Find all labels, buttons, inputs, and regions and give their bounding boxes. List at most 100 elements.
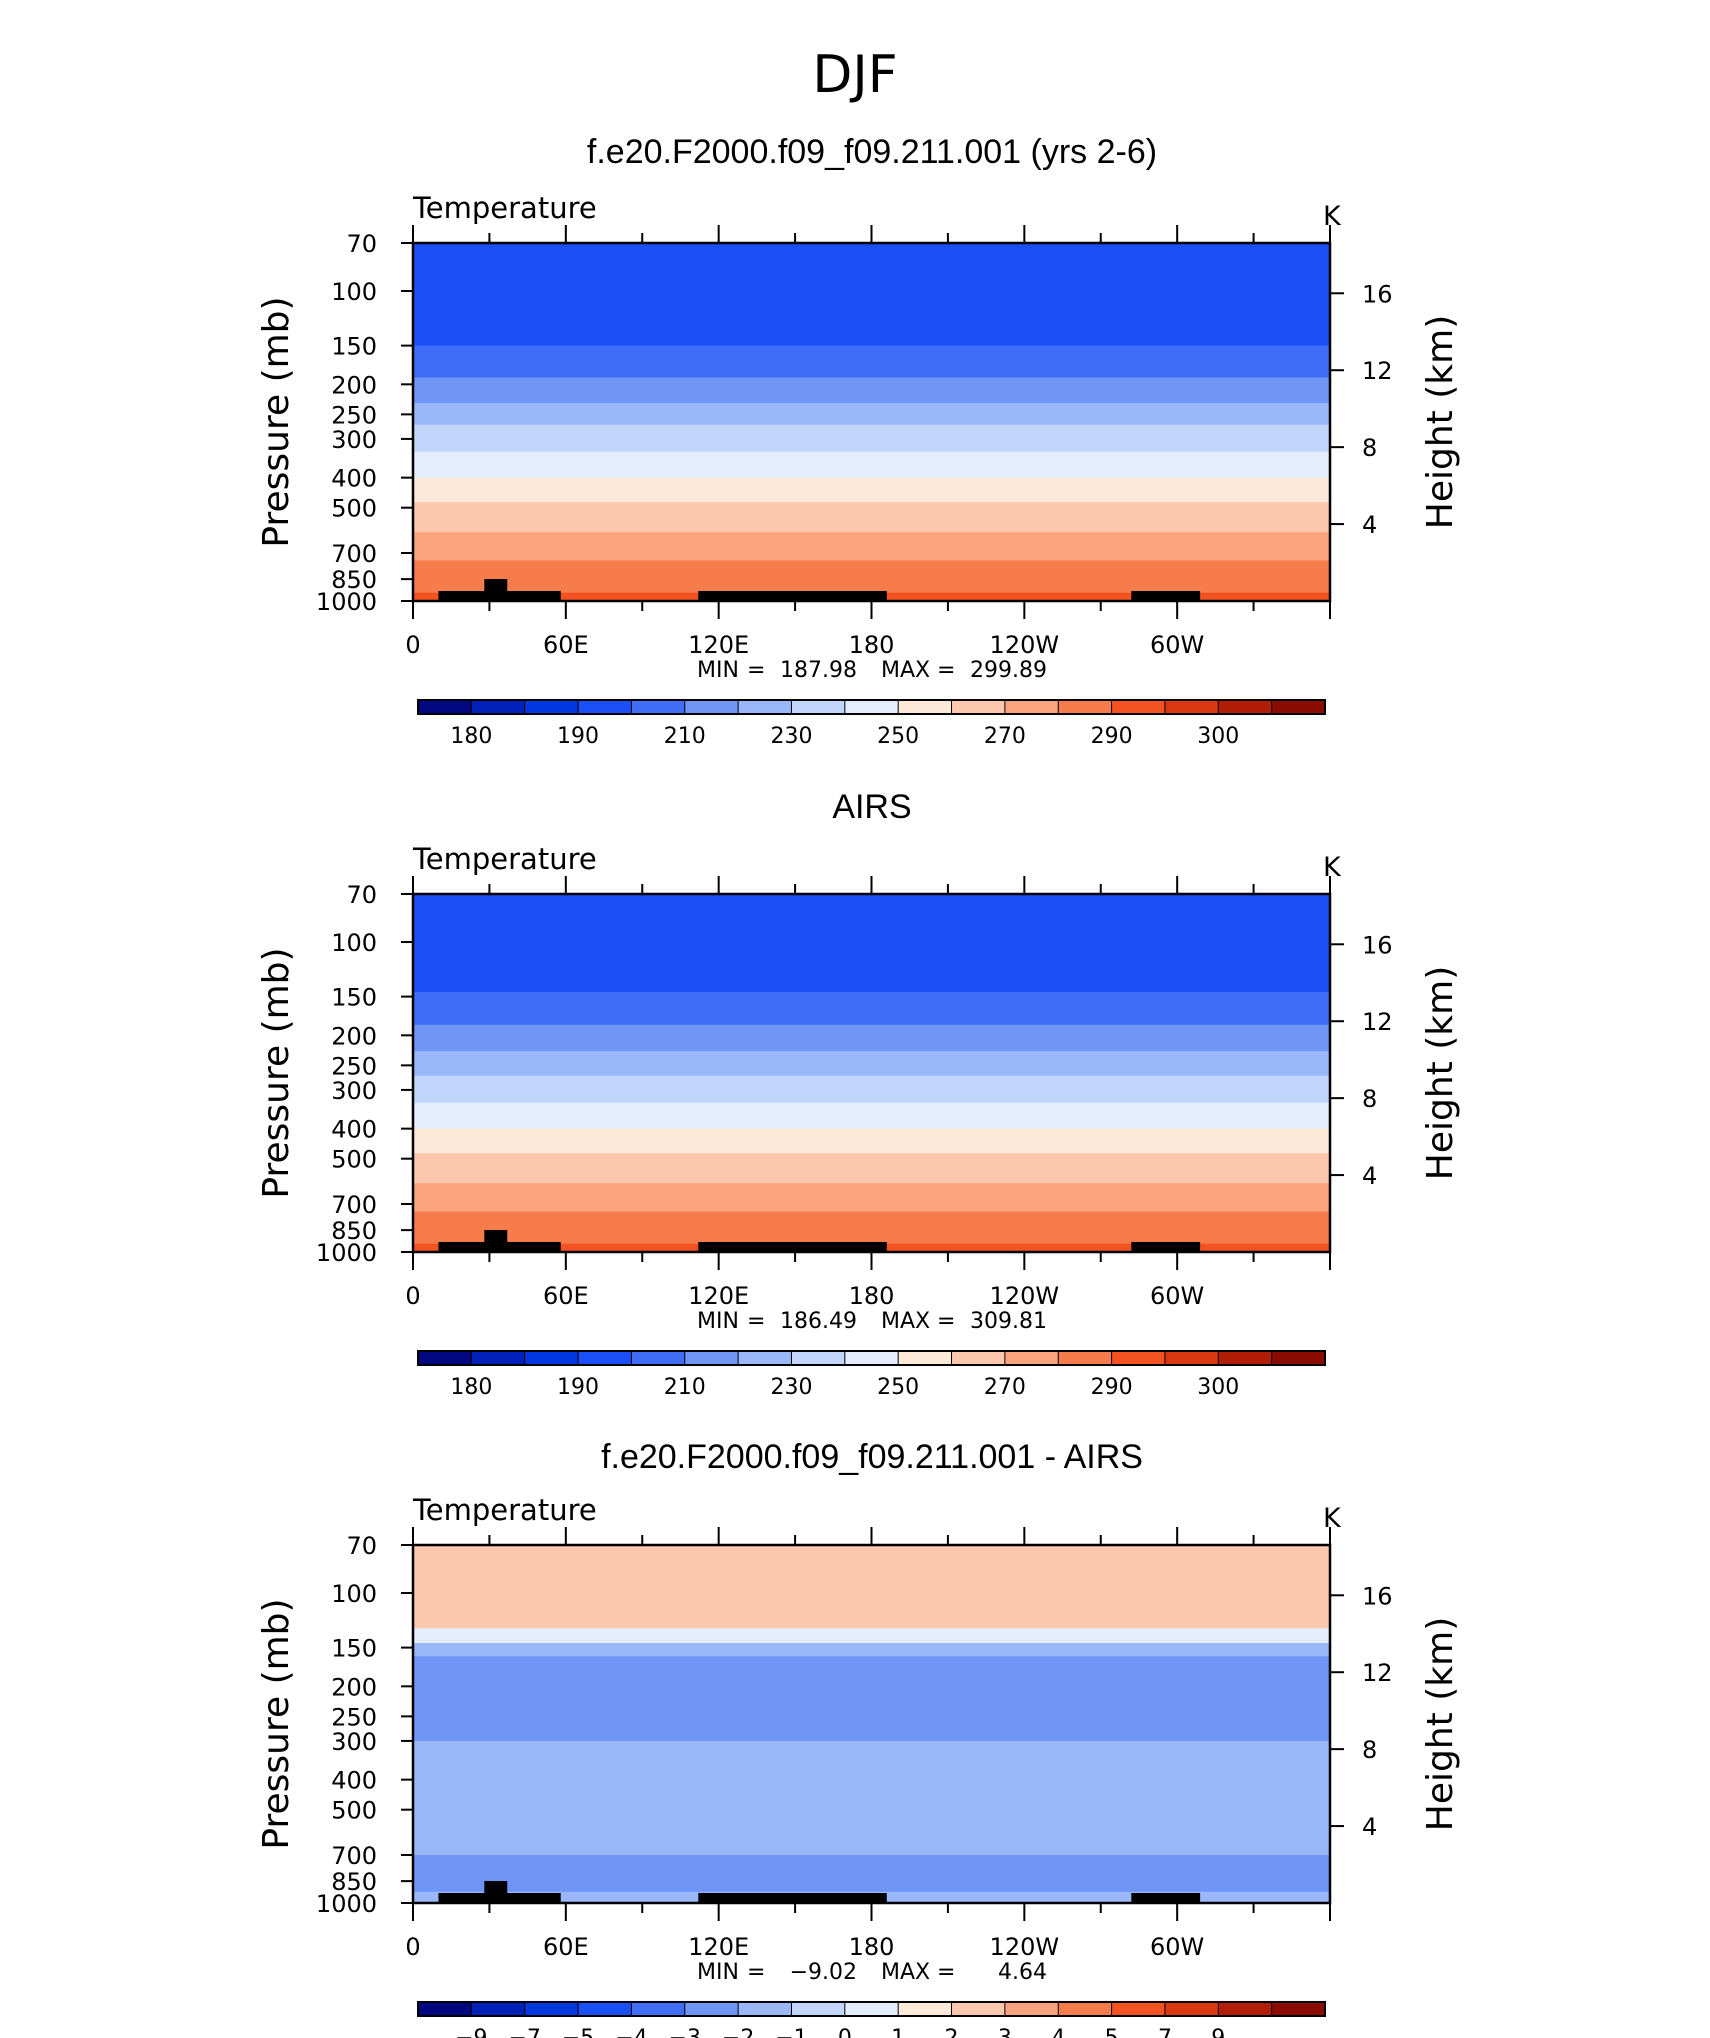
y-tick-label: 100: [331, 278, 377, 306]
colorbar-swatch: [1057, 699, 1113, 715]
contour-band: [413, 403, 1330, 426]
colorbar-swatch: [1217, 699, 1273, 715]
max-label: MAX: [881, 658, 930, 683]
colorbar-swatch: [1271, 2001, 1326, 2017]
min-label: MIN: [697, 1309, 739, 1334]
colorbar-swatch: [577, 699, 633, 715]
colorbar-swatch: [1164, 1350, 1220, 1366]
units-label: K: [1323, 1503, 1342, 1534]
colorbar-swatch: [1004, 1350, 1060, 1366]
colorbar-swatch: [1057, 2001, 1113, 2017]
x-tick-label: 60E: [543, 1282, 589, 1310]
colorbar-swatch: [897, 699, 953, 715]
y-tick-label: 300: [331, 426, 377, 454]
y-axis-label: Pressure (mb): [256, 296, 297, 547]
colorbar-swatch: [897, 2001, 953, 2017]
colorbar-label: −9: [455, 2026, 487, 2038]
y-tick-label: 700: [331, 540, 377, 568]
x-tick-label: 120W: [990, 1282, 1060, 1310]
contour-band: [413, 1102, 1330, 1130]
x-tick-label: 180: [849, 631, 895, 659]
y-tick-label: 850: [331, 566, 377, 594]
contour-band: [413, 532, 1330, 562]
y-tick-label: 200: [331, 1673, 377, 1701]
y-tick-label: 100: [331, 929, 377, 957]
y-tick-label: 150: [331, 984, 377, 1012]
y-tick-label: 200: [331, 371, 377, 399]
contour-band: [413, 1128, 1330, 1154]
colorbar-label: −7: [508, 2026, 540, 2038]
colorbar-swatch: [844, 1350, 899, 1366]
colorbar-swatch: [470, 1350, 526, 1366]
contour-band: [413, 1051, 1330, 1077]
y-tick-label: 150: [331, 1635, 377, 1663]
min-eq: =: [747, 1309, 765, 1334]
y-tick-label: 500: [331, 495, 377, 523]
y-axis-label: Pressure (mb): [256, 947, 297, 1198]
colorbar-label: 0: [838, 2026, 852, 2038]
colorbar-swatch: [1271, 699, 1326, 715]
panel-title: AIRS: [832, 788, 911, 826]
y2-tick-label: 4: [1362, 1162, 1377, 1190]
y2-tick-label: 12: [1362, 1008, 1393, 1036]
colorbar-label: −3: [669, 2026, 701, 2038]
terrain-mask: [1131, 1242, 1201, 1252]
terrain-mask: [484, 579, 508, 601]
x-tick-label: 60E: [543, 1933, 589, 1961]
colorbar-frame: [417, 2001, 1326, 2017]
colorbar-label: 9: [1211, 2026, 1225, 2038]
max-label: MAX: [881, 1309, 930, 1334]
contour-band: [413, 451, 1330, 479]
y-tick-label: 1000: [316, 1239, 377, 1267]
colorbar-swatch: [1004, 2001, 1060, 2017]
terrain-mask: [484, 1881, 508, 1903]
y-tick-label: 1000: [316, 588, 377, 616]
y-tick-label: 500: [331, 1797, 377, 1825]
x-tick-label: 60W: [1150, 1933, 1204, 1961]
colorbar-swatch: [1164, 2001, 1220, 2017]
colorbar-label: −2: [722, 2026, 754, 2038]
contour-band: [413, 243, 1330, 347]
y-tick-label: 700: [331, 1191, 377, 1219]
colorbar-swatch: [737, 1350, 793, 1366]
colorbar-swatch: [1164, 699, 1220, 715]
colorbar-swatch: [470, 2001, 526, 2017]
colorbar-label: 7: [1158, 2026, 1172, 2038]
x-tick-label: 180: [849, 1933, 895, 1961]
contour-band: [413, 1211, 1330, 1245]
terrain-mask: [1131, 591, 1201, 601]
colorbar-label: 180: [450, 1375, 492, 1400]
max-eq: =: [937, 658, 955, 683]
y-tick-label: 700: [331, 1842, 377, 1870]
y-tick-label: 850: [331, 1217, 377, 1245]
colorbar-swatch: [417, 1350, 473, 1366]
x-tick-label: 60W: [1150, 1282, 1204, 1310]
x-tick-label: 0: [405, 1933, 420, 1961]
min-eq: =: [747, 1960, 765, 1985]
x-tick-label: 120E: [688, 631, 749, 659]
plot-area: [413, 894, 1330, 1252]
colorbar-swatch: [1217, 2001, 1273, 2017]
y2-tick-label: 4: [1362, 1813, 1377, 1841]
min-label: MIN: [697, 1960, 739, 1985]
plot-area: [413, 1545, 1330, 1903]
panel-3: f.e20.F2000.f09_f09.211.001 - AIRSTemper…: [256, 1438, 1461, 2038]
colorbar-label: 300: [1197, 1375, 1239, 1400]
y-tick-label: 70: [346, 881, 377, 909]
colorbar-swatch: [684, 699, 739, 715]
contour-band: [413, 1545, 1330, 1629]
colorbar-swatch: [684, 1350, 739, 1366]
contour-band: [413, 424, 1330, 453]
min-value: −9.02: [790, 1960, 857, 1985]
terrain-mask: [1131, 1893, 1201, 1903]
max-eq: =: [937, 1960, 955, 1985]
contour-band: [413, 1024, 1330, 1052]
y2-tick-label: 12: [1362, 357, 1393, 385]
colorbar-label: 270: [984, 1375, 1026, 1400]
y-tick-label: 300: [331, 1077, 377, 1105]
colorbar-swatch: [844, 699, 899, 715]
colorbar-frame: [417, 1350, 1326, 1366]
x-tick-label: 60W: [1150, 631, 1204, 659]
colorbar-label: 230: [770, 724, 812, 749]
